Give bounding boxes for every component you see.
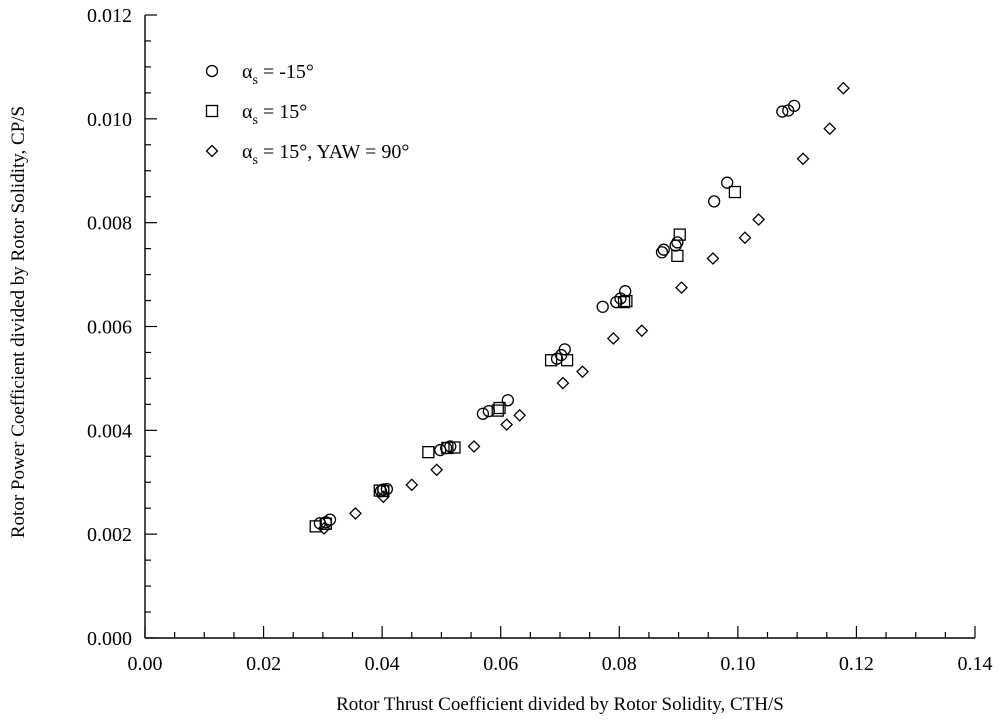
diamond-point [349, 506, 362, 520]
y-tick-label: 0.006 [87, 317, 132, 339]
diamond-point [576, 365, 589, 379]
series-square [309, 185, 742, 533]
x-axis-title: Rotor Thrust Coefficient divided by Roto… [336, 694, 784, 715]
circle-point [323, 513, 337, 526]
y-tick-label: 0.008 [87, 213, 132, 235]
x-tick-label: 0.14 [958, 653, 993, 675]
legend-label: αs = -15° [242, 61, 314, 88]
square-point [319, 517, 332, 530]
diamond-point [500, 418, 514, 432]
diamond-point [556, 376, 570, 390]
circle-point [721, 176, 734, 189]
square-point [620, 294, 633, 308]
square-point [728, 185, 742, 199]
circle-point [671, 236, 684, 249]
legend-label: αs = 15° [242, 101, 307, 128]
diamond-point [675, 281, 688, 294]
ticks [144, 14, 976, 639]
x-tick-label: 0.00 [128, 653, 163, 675]
x-tick-label: 0.12 [839, 653, 874, 675]
square-point [673, 228, 686, 241]
y-tick-label: 0.010 [87, 109, 132, 131]
circle-point [610, 295, 623, 309]
series-diamond [317, 81, 850, 535]
x-tick-label: 0.10 [720, 653, 755, 675]
circle-point [655, 246, 669, 259]
diamond-point [513, 408, 527, 422]
legend-circle-marker [205, 64, 219, 78]
diamond-point [430, 463, 444, 477]
circle-point [501, 394, 514, 407]
square-point [560, 354, 574, 367]
circle-point [788, 99, 801, 113]
legend-label: αs = 15°, YAW = 90° [242, 141, 409, 168]
y-tick-label: 0.002 [87, 524, 132, 546]
circle-point [476, 407, 490, 420]
square-point [491, 404, 504, 417]
diamond-point [823, 122, 837, 136]
square-point [617, 295, 631, 309]
data-points [309, 81, 850, 535]
legend: αs = -15° αs = 15° αs = 15°, YAW = 90° [205, 61, 409, 168]
diamond-point [635, 324, 649, 338]
legend-square-marker [205, 104, 219, 118]
square-point [493, 401, 506, 415]
diamond-point [752, 213, 766, 226]
diamond-point [405, 478, 419, 492]
y-tick-label: 0.000 [87, 628, 132, 650]
diamond-point [317, 522, 331, 535]
circle-point [707, 195, 721, 208]
square-point [544, 354, 558, 367]
diamond-point [738, 231, 752, 245]
series-circle [313, 99, 801, 530]
diamond-point [606, 332, 620, 345]
diamond-point [796, 152, 810, 166]
square-point [377, 484, 390, 498]
square-point [422, 445, 435, 459]
x-tick-label: 0.04 [365, 653, 400, 675]
circle-point [776, 105, 789, 118]
legend-diamond-marker [205, 144, 219, 158]
x-tick-label: 0.08 [602, 653, 637, 675]
square-point [441, 441, 454, 455]
diamond-point [836, 81, 850, 95]
y-tick-label: 0.012 [87, 5, 132, 27]
diamond-point [706, 252, 720, 265]
y-tick-label: 0.004 [87, 420, 132, 442]
circle-point [657, 243, 670, 256]
circle-point [596, 300, 609, 313]
x-tick-label: 0.02 [246, 653, 281, 675]
y-axis-title: Rotor Power Coefficient divided by Rotor… [8, 106, 29, 538]
circle-point [444, 440, 457, 453]
square-point [671, 249, 684, 263]
diamond-point [376, 490, 390, 504]
diamond-point [467, 440, 481, 453]
x-tick-label: 0.06 [483, 653, 518, 675]
square-point [448, 441, 461, 454]
tick-labels: 0.00 0.02 0.04 0.06 0.08 0.10 0.12 0.14 0.000 0.0… [87, 5, 993, 675]
